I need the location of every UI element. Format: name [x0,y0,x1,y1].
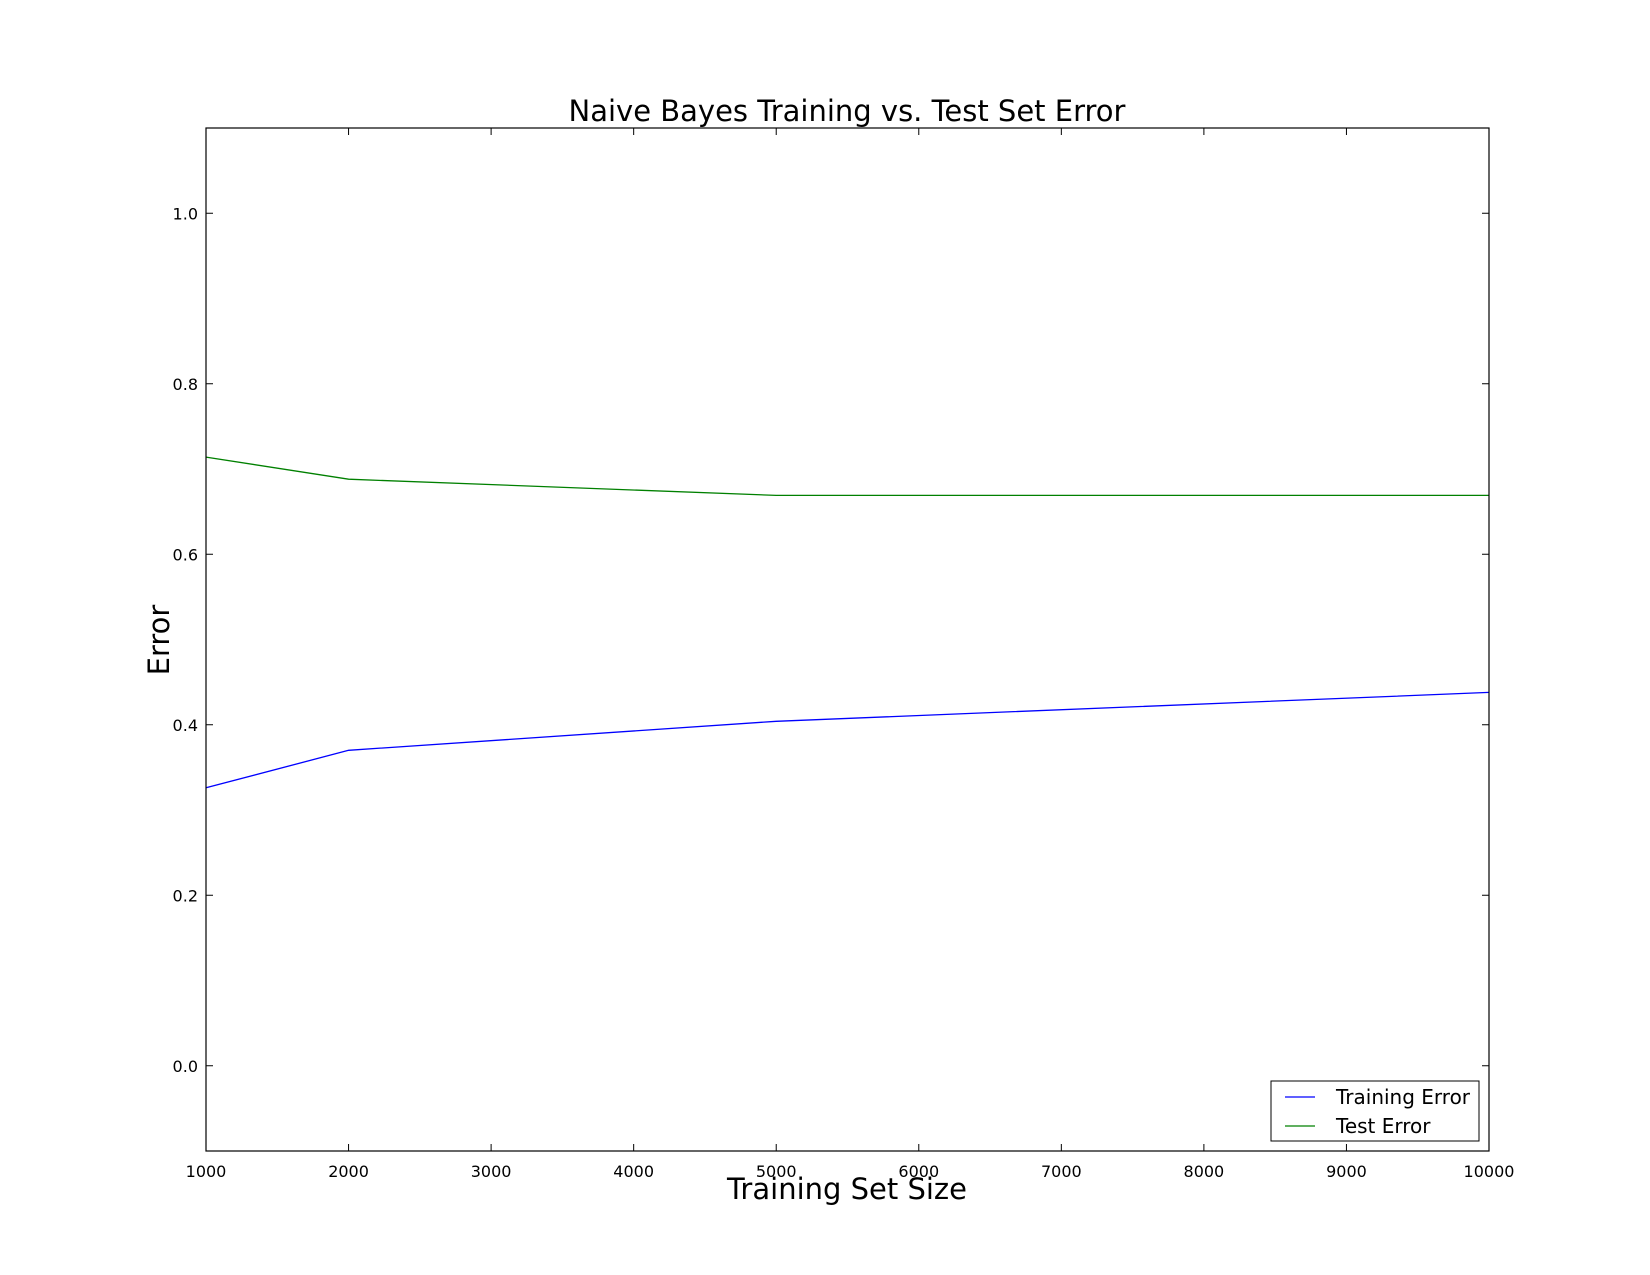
tick-marks [205,128,1490,1151]
series-line-training-error [205,691,1490,789]
y-tick-label-0.8: 0.8 [173,375,198,394]
chart-title: Naive Bayes Training vs. Test Set Error [569,94,1126,128]
y-tick-label-0.0: 0.0 [173,1057,198,1076]
x-tick-label-5000: 5000 [756,1162,797,1181]
x-tick-label-2000: 2000 [328,1162,369,1181]
y-tick-label-0.6: 0.6 [173,545,198,564]
y-axis-label: Error [142,605,176,676]
x-tick-label-10000: 10000 [1464,1162,1515,1181]
y-tick-label-1.0: 1.0 [173,204,198,223]
x-tick-label-3000: 3000 [471,1162,512,1181]
y-tick-label-0.4: 0.4 [173,716,198,735]
series-lines [205,456,1490,789]
legend: Training Error Test Error [1270,1080,1480,1142]
x-axis-label: Training Set Size [726,1172,967,1206]
plot-area [206,128,1489,1151]
x-tick-label-8000: 8000 [1184,1162,1225,1181]
legend-box [1270,1080,1480,1142]
x-tick-label-4000: 4000 [613,1162,654,1181]
x-tick-label-7000: 7000 [1041,1162,1082,1181]
legend-label-test-error: Test Error [1335,1114,1431,1138]
plot-frame [205,127,1490,1152]
x-tick-label-1000: 1000 [186,1162,227,1181]
x-tick-label-9000: 9000 [1326,1162,1367,1181]
y-tick-label-0.2: 0.2 [173,886,198,905]
x-tick-label-6000: 6000 [898,1162,939,1181]
tick-labels: 1000 2000 3000 4000 5000 6000 7000 8000 9000 1000… [173,204,1515,1181]
legend-label-training-error: Training Error [1335,1085,1471,1109]
series-line-test-error [205,456,1489,497]
